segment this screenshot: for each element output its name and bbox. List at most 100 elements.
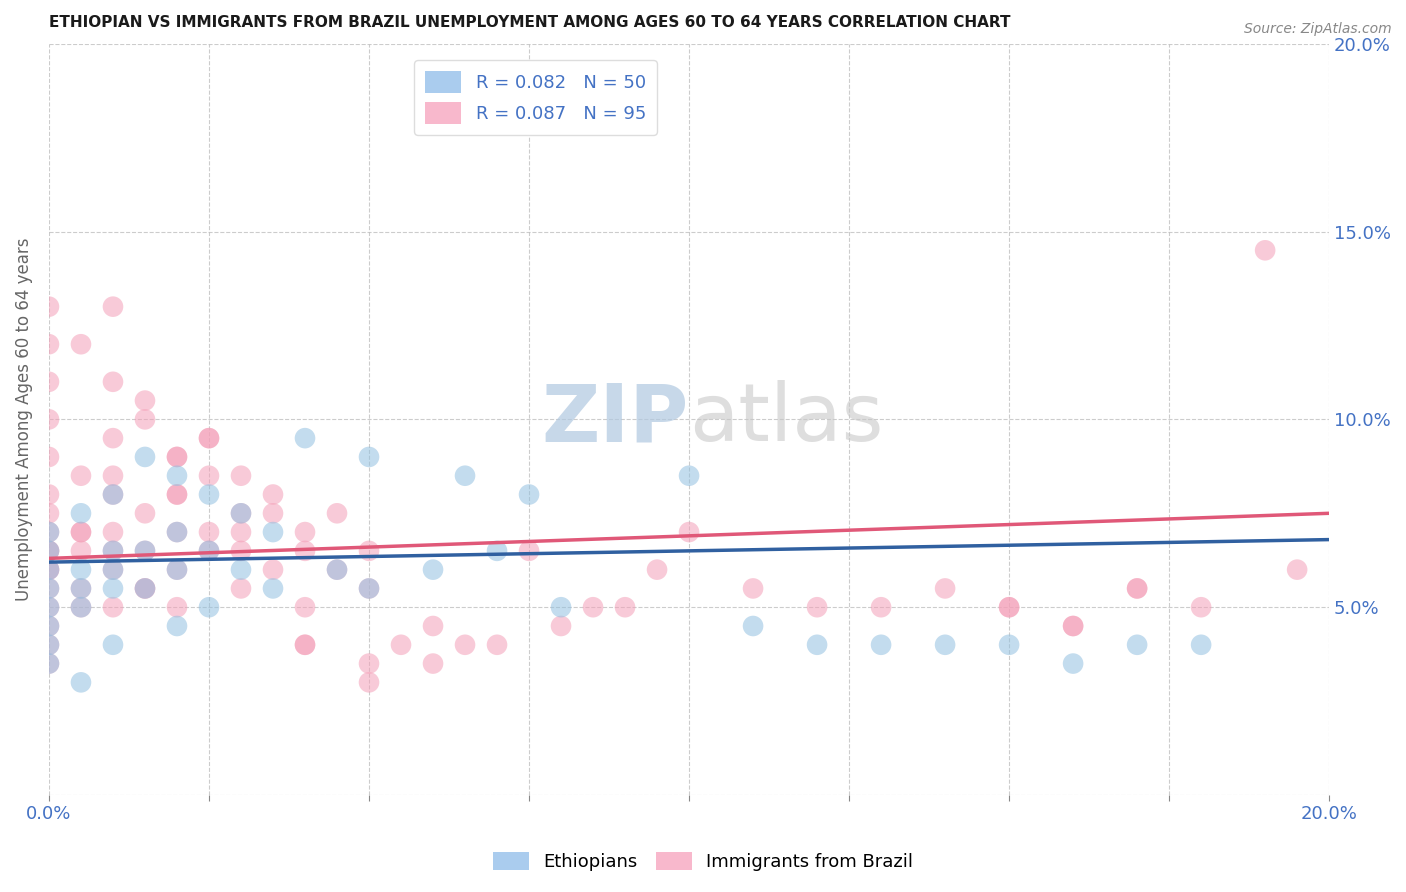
Point xyxy=(70,582,93,596)
Point xyxy=(166,524,188,539)
Point xyxy=(166,563,188,577)
Point xyxy=(582,600,605,615)
Point xyxy=(166,450,188,464)
Point xyxy=(70,600,93,615)
Point xyxy=(101,544,124,558)
Point xyxy=(70,524,93,539)
Point xyxy=(742,582,765,596)
Point xyxy=(38,657,60,671)
Point xyxy=(229,506,252,520)
Point xyxy=(38,544,60,558)
Point xyxy=(357,450,380,464)
Point xyxy=(134,544,156,558)
Point xyxy=(38,563,60,577)
Point xyxy=(294,431,316,445)
Point xyxy=(357,544,380,558)
Point xyxy=(1062,619,1084,633)
Point xyxy=(70,337,93,351)
Point xyxy=(38,544,60,558)
Point xyxy=(166,468,188,483)
Point xyxy=(1062,657,1084,671)
Point xyxy=(38,638,60,652)
Point xyxy=(294,638,316,652)
Point xyxy=(101,544,124,558)
Point xyxy=(326,563,349,577)
Point xyxy=(38,638,60,652)
Point xyxy=(38,487,60,501)
Point xyxy=(101,487,124,501)
Legend: Ethiopians, Immigrants from Brazil: Ethiopians, Immigrants from Brazil xyxy=(485,845,921,879)
Point xyxy=(389,638,412,652)
Point xyxy=(38,563,60,577)
Point xyxy=(742,619,765,633)
Point xyxy=(262,582,284,596)
Text: ZIP: ZIP xyxy=(541,380,689,458)
Point xyxy=(101,563,124,577)
Point xyxy=(70,506,93,520)
Point xyxy=(38,657,60,671)
Text: ETHIOPIAN VS IMMIGRANTS FROM BRAZIL UNEMPLOYMENT AMONG AGES 60 TO 64 YEARS CORRE: ETHIOPIAN VS IMMIGRANTS FROM BRAZIL UNEM… xyxy=(49,15,1011,30)
Point xyxy=(166,563,188,577)
Point xyxy=(1286,563,1309,577)
Point xyxy=(166,524,188,539)
Point xyxy=(1126,582,1149,596)
Point xyxy=(454,468,477,483)
Point xyxy=(229,468,252,483)
Point xyxy=(998,600,1021,615)
Point xyxy=(38,582,60,596)
Point xyxy=(550,619,572,633)
Point xyxy=(517,544,540,558)
Point xyxy=(38,563,60,577)
Point xyxy=(1062,619,1084,633)
Point xyxy=(198,600,221,615)
Point xyxy=(198,544,221,558)
Point xyxy=(70,524,93,539)
Point xyxy=(198,468,221,483)
Point xyxy=(454,638,477,652)
Point xyxy=(614,600,637,615)
Point xyxy=(294,544,316,558)
Legend: R = 0.082   N = 50, R = 0.087   N = 95: R = 0.082 N = 50, R = 0.087 N = 95 xyxy=(415,60,657,135)
Point xyxy=(101,563,124,577)
Point xyxy=(198,524,221,539)
Point xyxy=(1126,638,1149,652)
Point xyxy=(38,524,60,539)
Point xyxy=(1189,638,1212,652)
Point xyxy=(134,393,156,408)
Point xyxy=(70,582,93,596)
Point xyxy=(934,582,956,596)
Point xyxy=(70,675,93,690)
Point xyxy=(806,638,828,652)
Point xyxy=(101,524,124,539)
Point xyxy=(101,487,124,501)
Text: atlas: atlas xyxy=(689,380,883,458)
Point xyxy=(70,544,93,558)
Point xyxy=(134,544,156,558)
Point xyxy=(422,563,444,577)
Point xyxy=(134,450,156,464)
Point xyxy=(166,487,188,501)
Y-axis label: Unemployment Among Ages 60 to 64 years: Unemployment Among Ages 60 to 64 years xyxy=(15,237,32,601)
Point xyxy=(38,544,60,558)
Point xyxy=(998,600,1021,615)
Point xyxy=(294,524,316,539)
Point xyxy=(678,468,700,483)
Point xyxy=(870,600,893,615)
Text: Source: ZipAtlas.com: Source: ZipAtlas.com xyxy=(1244,22,1392,37)
Point xyxy=(38,600,60,615)
Point xyxy=(198,544,221,558)
Point xyxy=(101,600,124,615)
Point xyxy=(486,544,509,558)
Point xyxy=(166,487,188,501)
Point xyxy=(1189,600,1212,615)
Point xyxy=(134,506,156,520)
Point xyxy=(101,375,124,389)
Point xyxy=(262,506,284,520)
Point xyxy=(357,582,380,596)
Point xyxy=(38,619,60,633)
Point xyxy=(70,600,93,615)
Point xyxy=(294,600,316,615)
Point xyxy=(166,450,188,464)
Point xyxy=(134,582,156,596)
Point xyxy=(998,638,1021,652)
